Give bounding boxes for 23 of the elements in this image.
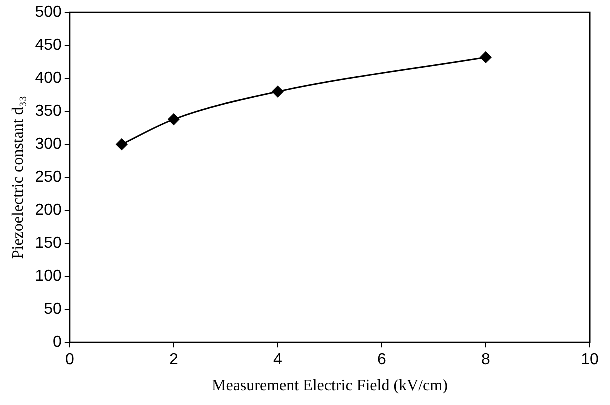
y-tick-label: 300 xyxy=(35,136,62,154)
y-tick-label: 200 xyxy=(35,202,62,220)
x-tick-label: 8 xyxy=(482,352,491,369)
x-tick-label: 6 xyxy=(378,352,387,369)
point xyxy=(168,114,180,126)
x-tick-label: 2 xyxy=(169,352,178,369)
y-tick-label: 100 xyxy=(35,268,62,286)
x-tick-label: 0 xyxy=(65,352,74,369)
y-tick-label: 250 xyxy=(35,169,62,186)
point xyxy=(480,52,492,64)
y-tick-label: 350 xyxy=(35,103,62,120)
x-axis-title: Measurement Electric Field (kV/cm) xyxy=(212,378,448,395)
y-tick-label: 0 xyxy=(52,334,62,352)
x-tick-label: 10 xyxy=(581,352,599,369)
point xyxy=(116,138,128,150)
point xyxy=(272,86,284,98)
x-tick-label: 4 xyxy=(273,352,282,369)
y-tick-label: 150 xyxy=(35,235,62,252)
y-tick-label: 500 xyxy=(35,4,62,22)
y-tick-label: 50 xyxy=(44,301,62,318)
y-axis-title: Piezoelectric constant d₃₃ xyxy=(10,96,27,260)
y-tick-label: 400 xyxy=(35,70,62,88)
y-tick-label: 450 xyxy=(35,37,62,54)
